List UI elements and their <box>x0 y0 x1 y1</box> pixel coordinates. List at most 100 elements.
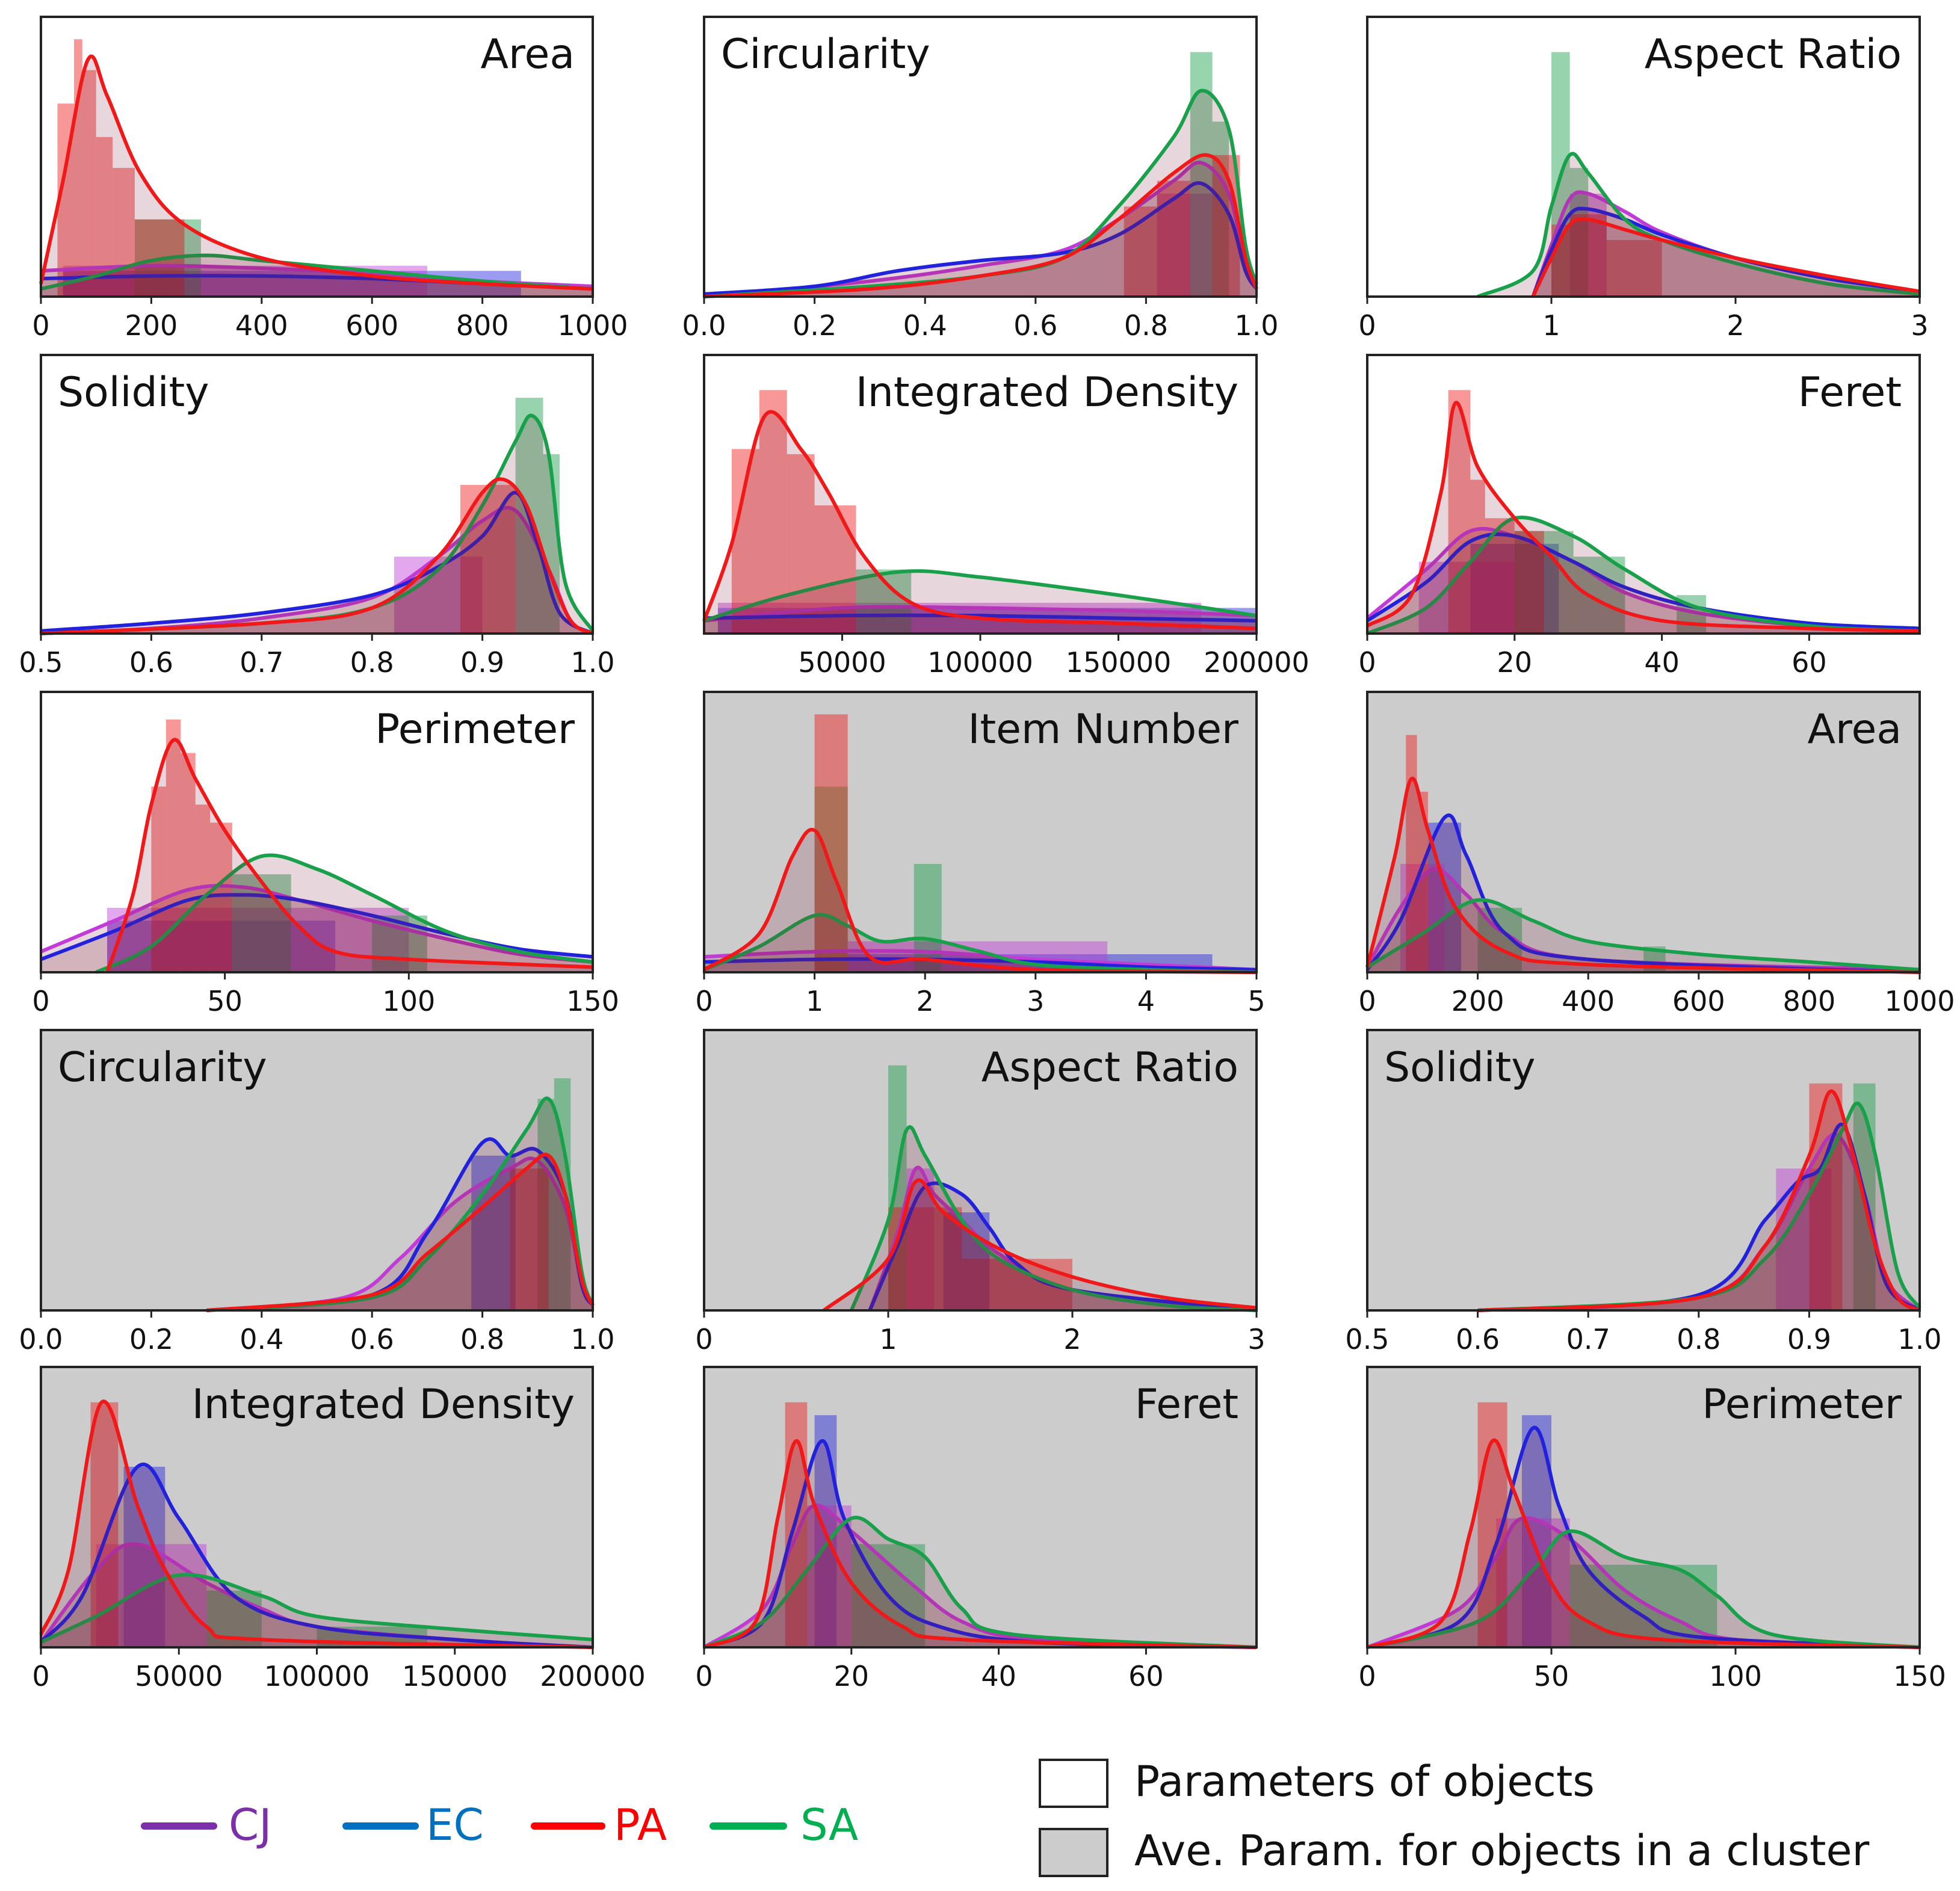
panel-title: Solidity <box>1384 1044 1536 1091</box>
kde-area-CJ <box>1367 1517 1920 1647</box>
x-tick-label: 0.7 <box>240 646 283 679</box>
hist-bar-PA <box>210 822 232 972</box>
kde-area-CJ <box>1367 869 1920 972</box>
hist-bar-PA <box>1569 214 1607 297</box>
panel-border <box>40 354 594 635</box>
kde-line-CJ <box>703 605 1257 623</box>
kde-line-SA <box>703 913 1257 974</box>
kde-area-EC <box>41 276 593 297</box>
x-tick-label: 60 <box>1128 1660 1164 1692</box>
kde-line-SA <box>1367 1529 1920 1649</box>
panel-title: Circularity <box>58 1044 267 1091</box>
kde-area-CJ <box>704 162 1257 297</box>
x-tick-label: 0 <box>32 985 49 1017</box>
x-tick-label: 0 <box>32 1660 49 1692</box>
panel-title: Area <box>481 31 575 78</box>
panel-frame <box>40 691 594 973</box>
kde-line-SA <box>1366 516 1920 635</box>
kde-area-SA <box>41 255 593 297</box>
panel-border <box>1366 691 1921 973</box>
kde-area-EC <box>704 1440 1257 1647</box>
x-tick-label: 1000 <box>1884 985 1955 1017</box>
panel-title: Area <box>1808 706 1902 753</box>
legend-label-parameters: Parameters of objects <box>1134 1757 1595 1806</box>
x-tick-label: 1.0 <box>570 646 614 679</box>
kde-area-SA <box>1477 153 1920 297</box>
background-legend: Parameters of objects Ave. Param. for ob… <box>1039 1757 1870 1877</box>
x-tick-label: 0.7 <box>1566 1323 1610 1356</box>
panel-title: Solidity <box>58 369 209 416</box>
hist-bar-EC <box>1470 543 1559 634</box>
x-tick-label: 0.8 <box>1124 309 1168 342</box>
hist-bar-PA <box>510 1168 549 1310</box>
kde-line-SA <box>703 88 1258 298</box>
panel-frame <box>40 354 594 635</box>
kde-line-PA <box>703 1439 1257 1649</box>
legend-swatch-white <box>1039 1759 1108 1808</box>
x-tick-label: 400 <box>1562 985 1615 1017</box>
hist-bar-SA <box>537 1099 554 1310</box>
kde-line-SA <box>1477 152 1920 298</box>
kde-line-PA <box>703 827 1257 974</box>
x-tick-label: 3 <box>1027 985 1044 1017</box>
panel-border <box>1366 1029 1921 1312</box>
panel-border <box>40 16 594 298</box>
x-tick-label: 50 <box>1534 1660 1569 1692</box>
panel-title: Circularity <box>721 31 930 78</box>
kde-line-PA <box>1477 1089 1921 1312</box>
kde-area-SA <box>1367 899 1920 972</box>
kde-line-PA <box>39 1399 593 1649</box>
hist-bar-SA <box>1573 557 1625 634</box>
kde-line-PA <box>1365 777 1920 974</box>
panel-feret: 0 20 40 60 Feret <box>1358 354 1921 679</box>
kde-area-EC <box>1367 534 1920 634</box>
kde-line-PA <box>1367 1438 1920 1649</box>
hist-bar-PA <box>759 390 787 634</box>
kde-area-SA <box>704 90 1257 297</box>
kde-area-SA <box>851 1127 1257 1310</box>
kde-area-EC <box>1367 1427 1920 1647</box>
x-tick-label: 1.0 <box>1897 1323 1941 1356</box>
x-tick-label: 0 <box>32 309 49 342</box>
x-tick-label: 150000 <box>402 1660 508 1692</box>
kde-area-SA <box>704 1517 1257 1647</box>
panel-circularity: 0.0 0.2 0.4 0.6 0.8 1.0 Circularity <box>19 1029 615 1356</box>
panel-title: Integrated Density <box>856 369 1238 416</box>
kde-line-PA <box>105 738 593 973</box>
kde-line-SA <box>703 1516 1257 1649</box>
kde-area-PA <box>704 1440 1257 1647</box>
kde-area-PA <box>1367 778 1920 972</box>
x-tick-label: 0.6 <box>129 646 173 679</box>
kde-area-EC <box>41 1464 593 1647</box>
x-tick-label: 0.9 <box>460 646 504 679</box>
kde-area-PA <box>704 829 1257 972</box>
hist-bar-CJ <box>807 1505 852 1647</box>
kde-line-SA <box>703 569 1257 623</box>
x-tick-label: 100000 <box>927 646 1033 679</box>
panel-integrated-density: 0 50000 100000 150000 200000 Integrated Densi… <box>32 1366 646 1692</box>
kde-area-CJ <box>1367 528 1920 634</box>
panel-frame <box>40 1366 594 1649</box>
hist-bar-CJ <box>1157 193 1213 297</box>
hist-bar-PA <box>82 70 96 297</box>
kde-line-EC <box>703 181 1258 296</box>
x-tick-label: 200000 <box>1204 646 1309 679</box>
panel-integrated-density: 50000 100000 150000 200000 Integrated Densit… <box>702 354 1309 679</box>
legend-label-CJ: CJ <box>229 1800 272 1850</box>
kde-line-SA <box>206 1096 595 1312</box>
panel-frame <box>703 1029 1258 1312</box>
kde-area-CJ <box>41 507 593 634</box>
kde-area-SA <box>1367 517 1920 634</box>
series-legend: CJ EC PA SA <box>141 1800 858 1850</box>
kde-area-PA <box>41 479 593 634</box>
panel-area: 0 200 400 600 800 1000 Area <box>32 16 628 342</box>
panel-border <box>1366 16 1921 298</box>
legend-label-SA: SA <box>800 1800 858 1850</box>
x-tick-label: 600 <box>1672 985 1725 1017</box>
panel-frame <box>703 354 1258 635</box>
x-tick-label: 4 <box>1137 985 1155 1017</box>
panel-solidity: 0.5 0.6 0.7 0.8 0.9 1.0 Solidity <box>19 354 615 679</box>
panel-item-number: 0 1 2 3 4 5 Item Number <box>695 691 1266 1017</box>
